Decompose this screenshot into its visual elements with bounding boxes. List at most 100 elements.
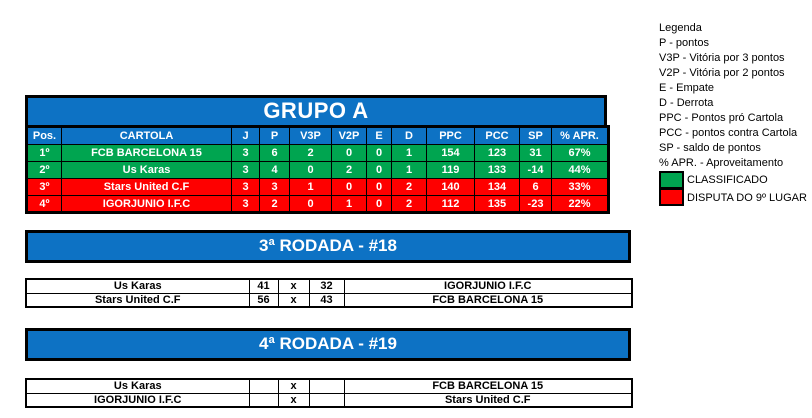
- pos-cell: 3º: [26, 178, 62, 196]
- legend-item: V3P - Vitória por 3 pontos: [659, 52, 785, 64]
- column-header-v2p: V2P: [331, 126, 367, 145]
- standings-row-4: 4º IGORJUNIO I.F.C 3 2 0 1 0 2 112 135 -…: [26, 195, 609, 213]
- away-score-cell[interactable]: [308, 392, 345, 408]
- round-3-banner: 3ª RODADA - #18: [25, 230, 631, 263]
- away-team-cell: FCB BARCELONA 15: [343, 292, 633, 308]
- standings-row-1: 1º FCB BARCELONA 15 3 6 2 0 0 1 154 123 …: [26, 144, 609, 162]
- legend-item: % APR. - Aproveitamento: [659, 157, 784, 169]
- stat-cell-sp: 6: [519, 178, 552, 196]
- legend: Legenda P - pontos V3P - Vitória por 3 p…: [659, 21, 812, 207]
- group-standings-block: GRUPO A Pos. CARTOLA J P V3P V2P E D PPC…: [25, 95, 610, 214]
- stat-cell-v3p: 0: [289, 161, 332, 179]
- home-score-cell: 56: [248, 292, 279, 308]
- home-team-cell: Stars United C.F: [25, 292, 250, 308]
- stat-cell-v3p: 0: [289, 195, 332, 213]
- stat-cell-ppc: 119: [426, 161, 475, 179]
- disputa-swatch: [659, 188, 684, 206]
- pos-cell: 1º: [26, 144, 62, 162]
- round-4-match-table: Us Karas x FCB BARCELONA 15 IGORJUNIO I.…: [25, 378, 633, 408]
- match-row: IGORJUNIO I.F.C x Stars United C.F: [25, 392, 633, 408]
- column-header-ppc: PPC: [426, 126, 475, 145]
- legend-item: PCC - pontos contra Cartola: [659, 127, 798, 139]
- stat-cell-pcc: 123: [474, 144, 520, 162]
- stat-cell-v2p: 1: [331, 195, 367, 213]
- legend-item: P - pontos: [659, 37, 709, 49]
- stat-cell-e: 0: [366, 195, 392, 213]
- group-header-row: Pos. CARTOLA J P V3P V2P E D PPC PCC SP …: [26, 126, 609, 145]
- column-header-j: J: [231, 126, 260, 145]
- vs-cell: x: [277, 378, 310, 394]
- stat-cell-e: 0: [366, 178, 392, 196]
- home-team-cell: Us Karas: [25, 278, 250, 294]
- stat-cell-d: 2: [391, 195, 427, 213]
- home-score-cell[interactable]: [248, 378, 279, 394]
- team-name-cell: FCB BARCELONA 15: [61, 144, 232, 162]
- legend-classificado-row: CLASSIFICADO: [659, 171, 812, 189]
- stat-cell-v3p: 1: [289, 178, 332, 196]
- column-header-p: P: [259, 126, 290, 145]
- away-score-cell[interactable]: [308, 378, 345, 394]
- vs-cell: x: [277, 278, 310, 294]
- away-team-cell: FCB BARCELONA 15: [343, 378, 633, 394]
- stat-cell-apr: 44%: [551, 161, 609, 179]
- column-header-pos: Pos.: [26, 126, 62, 145]
- standings-row-2: 2º Us Karas 3 4 0 2 0 1 119 133 -14 44%: [26, 161, 609, 179]
- stat-cell-pcc: 134: [474, 178, 520, 196]
- away-team-cell: IGORJUNIO I.F.C: [343, 278, 633, 294]
- home-team-cell: IGORJUNIO I.F.C: [25, 392, 250, 408]
- group-standings-table: Pos. CARTOLA J P V3P V2P E D PPC PCC SP …: [25, 125, 610, 214]
- stat-cell-ppc: 140: [426, 178, 475, 196]
- legend-disputa-row: DISPUTA DO 9º LUGAR: [659, 188, 812, 207]
- match-row: Us Karas x FCB BARCELONA 15: [25, 378, 633, 394]
- team-name-cell: Stars United C.F: [61, 178, 232, 196]
- team-name-cell: IGORJUNIO I.F.C: [61, 195, 232, 213]
- stat-cell-v2p: 0: [331, 178, 367, 196]
- column-header-pcc: PCC: [474, 126, 520, 145]
- legend-item: V2P - Vitória por 2 pontos: [659, 67, 785, 79]
- column-header-apr: % APR.: [551, 126, 609, 145]
- match-row: Us Karas 41 x 32 IGORJUNIO I.F.C: [25, 278, 633, 294]
- stat-cell-apr: 67%: [551, 144, 609, 162]
- stat-cell-v2p: 0: [331, 144, 367, 162]
- home-score-cell: 41: [248, 278, 279, 294]
- team-name-cell: Us Karas: [61, 161, 232, 179]
- stat-cell-p: 3: [259, 178, 290, 196]
- stat-cell-pcc: 135: [474, 195, 520, 213]
- stat-cell-apr: 33%: [551, 178, 609, 196]
- legend-title: Legenda: [659, 22, 702, 34]
- column-header-d: D: [391, 126, 427, 145]
- stat-cell-sp: -14: [519, 161, 552, 179]
- stat-cell-p: 6: [259, 144, 290, 162]
- classificado-swatch: [659, 171, 684, 189]
- home-score-cell[interactable]: [248, 392, 279, 408]
- stat-cell-ppc: 112: [426, 195, 475, 213]
- pos-cell: 2º: [26, 161, 62, 179]
- column-header-e: E: [366, 126, 392, 145]
- disputa-label: DISPUTA DO 9º LUGAR: [687, 192, 807, 204]
- stat-cell-v2p: 2: [331, 161, 367, 179]
- stat-cell-sp: -23: [519, 195, 552, 213]
- stat-cell-p: 4: [259, 161, 290, 179]
- classificado-label: CLASSIFICADO: [687, 174, 768, 186]
- group-title: GRUPO A: [25, 95, 607, 128]
- column-header-cartola: CARTOLA: [61, 126, 232, 145]
- standings-row-3: 3º Stars United C.F 3 3 1 0 0 2 140 134 …: [26, 178, 609, 196]
- away-team-cell: Stars United C.F: [343, 392, 633, 408]
- stat-cell-j: 3: [231, 144, 260, 162]
- vs-cell: x: [277, 292, 310, 308]
- vs-cell: x: [277, 392, 310, 408]
- legend-item: SP - saldo de pontos: [659, 142, 761, 154]
- match-row: Stars United C.F 56 x 43 FCB BARCELONA 1…: [25, 292, 633, 308]
- stat-cell-j: 3: [231, 178, 260, 196]
- away-score-cell: 32: [308, 278, 345, 294]
- column-header-sp: SP: [519, 126, 552, 145]
- legend-item: E - Empate: [659, 82, 715, 94]
- stat-cell-p: 2: [259, 195, 290, 213]
- legend-item: D - Derrota: [659, 97, 714, 109]
- stat-cell-e: 0: [366, 161, 392, 179]
- stat-cell-d: 1: [391, 161, 427, 179]
- round-4-banner: 4ª RODADA - #19: [25, 328, 631, 361]
- pos-cell: 4º: [26, 195, 62, 213]
- stat-cell-j: 3: [231, 161, 260, 179]
